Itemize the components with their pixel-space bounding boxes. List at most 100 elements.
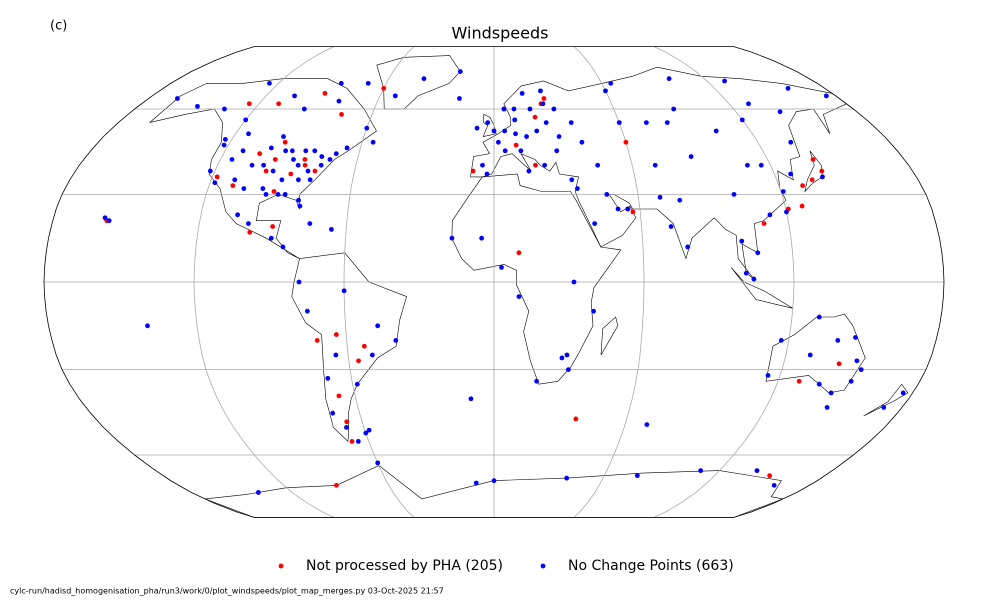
station-point xyxy=(771,482,777,488)
station-point xyxy=(677,197,683,203)
station-point xyxy=(305,168,311,174)
legend-label: Not processed by PHA (205) xyxy=(306,558,503,574)
station-point xyxy=(591,308,596,314)
station-point xyxy=(765,373,771,378)
station-point xyxy=(664,120,670,125)
station-point xyxy=(333,151,339,157)
station-point xyxy=(571,279,577,285)
station-point xyxy=(542,162,548,168)
station-point xyxy=(502,148,508,154)
station-point xyxy=(457,69,463,74)
station-point xyxy=(579,139,585,145)
station-point xyxy=(344,145,350,151)
station-point xyxy=(288,171,294,177)
station-point xyxy=(513,142,519,148)
graticule xyxy=(44,46,944,518)
panel-label: (c) xyxy=(50,19,67,34)
station-point xyxy=(743,270,749,276)
station-point xyxy=(270,168,276,174)
station-point xyxy=(540,101,546,107)
station-point xyxy=(214,174,220,180)
station-point xyxy=(761,221,767,226)
station-point xyxy=(272,157,278,162)
station-point xyxy=(280,244,286,250)
station-point xyxy=(630,209,636,215)
station-point xyxy=(754,468,760,474)
station-point xyxy=(755,250,761,256)
station-point xyxy=(318,162,324,168)
station-point xyxy=(780,189,786,194)
station-point xyxy=(393,338,399,343)
station-point xyxy=(751,276,757,282)
coastline xyxy=(149,78,377,259)
station-point xyxy=(657,194,663,200)
station-point xyxy=(512,117,518,123)
legend-marker xyxy=(278,563,284,569)
station-point xyxy=(336,393,342,399)
station-point xyxy=(824,405,830,410)
station-point xyxy=(369,352,375,358)
station-point xyxy=(499,264,504,270)
station-point xyxy=(767,212,773,218)
station-point xyxy=(554,148,560,154)
station-point xyxy=(268,235,274,241)
legend-marker xyxy=(540,563,546,569)
station-point xyxy=(246,221,251,226)
station-point xyxy=(526,168,532,174)
station-point xyxy=(279,177,285,183)
station-point xyxy=(592,221,598,226)
station-point xyxy=(534,378,539,384)
station-point xyxy=(819,168,825,174)
station-point xyxy=(480,162,485,168)
station-point xyxy=(615,206,621,212)
station-point xyxy=(296,197,301,203)
station-point xyxy=(344,425,349,430)
station-point xyxy=(731,191,737,197)
station-point xyxy=(312,168,318,174)
station-point xyxy=(604,191,610,197)
station-point xyxy=(222,137,228,142)
station-point xyxy=(307,177,313,183)
station-point xyxy=(106,218,112,224)
station-point xyxy=(301,106,307,112)
coastline xyxy=(730,267,793,309)
station-point xyxy=(556,134,562,139)
station-point xyxy=(810,157,816,162)
station-point xyxy=(652,162,658,168)
station-point xyxy=(327,157,333,162)
station-point xyxy=(722,78,727,84)
station-point xyxy=(473,480,479,486)
station-point xyxy=(543,120,549,125)
station-point xyxy=(516,250,522,256)
station-point xyxy=(260,186,266,191)
station-point xyxy=(516,294,522,300)
station-point xyxy=(338,80,344,86)
station-point xyxy=(551,106,557,112)
station-point xyxy=(296,279,302,285)
station-point xyxy=(470,168,476,174)
station-point xyxy=(375,323,381,329)
station-point xyxy=(356,358,361,364)
station-point xyxy=(381,85,387,91)
station-point xyxy=(267,80,272,86)
station-point xyxy=(325,375,331,381)
station-point xyxy=(322,90,328,96)
station-point xyxy=(291,157,296,162)
station-point xyxy=(304,308,310,314)
station-point xyxy=(363,430,369,436)
station-point xyxy=(541,96,547,101)
station-point xyxy=(307,221,313,226)
station-point xyxy=(816,314,822,320)
station-point xyxy=(349,439,355,444)
station-point xyxy=(564,352,570,358)
map-outline xyxy=(43,46,945,518)
station-point xyxy=(457,96,462,101)
station-point xyxy=(799,203,805,209)
station-point xyxy=(268,145,274,151)
footer: cylc-run/hadisd_homogenisation_pha/run3/… xyxy=(10,587,444,596)
station-point xyxy=(569,177,575,183)
station-point xyxy=(295,177,301,183)
station-point xyxy=(491,478,497,484)
station-point xyxy=(784,209,789,215)
